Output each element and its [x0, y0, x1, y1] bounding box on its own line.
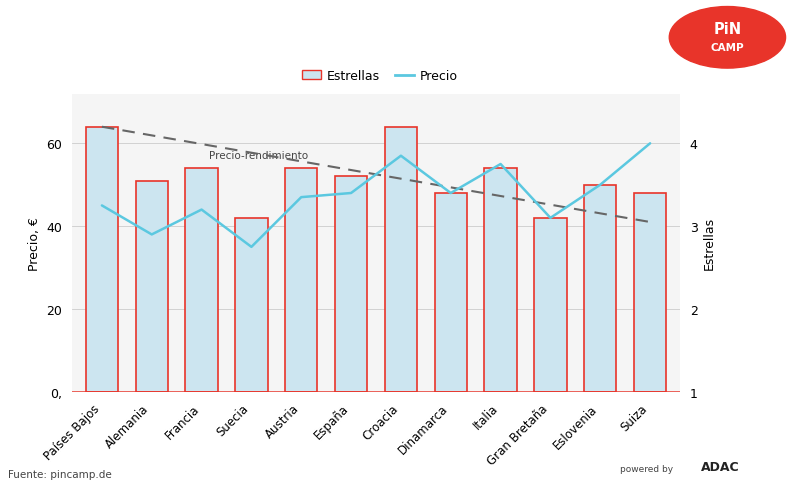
Bar — [385, 127, 417, 392]
Text: powered by: powered by — [620, 464, 673, 473]
Circle shape — [670, 8, 786, 69]
Bar — [634, 194, 666, 392]
Bar — [235, 218, 268, 392]
Text: Fuente: pincamp.de: Fuente: pincamp.de — [8, 469, 112, 479]
Text: ADAC: ADAC — [701, 460, 739, 472]
Bar — [534, 218, 566, 392]
Bar — [285, 169, 318, 392]
Y-axis label: Precio, €: Precio, € — [28, 216, 41, 270]
Text: PiN: PiN — [714, 22, 742, 37]
Text: CAMP: CAMP — [710, 43, 744, 53]
Bar — [135, 181, 168, 392]
Text: Precio-rendimiento: Precio-rendimiento — [209, 151, 308, 161]
Bar — [484, 169, 517, 392]
Bar — [186, 169, 218, 392]
Legend: Estrellas, Precio: Estrellas, Precio — [297, 65, 463, 88]
Y-axis label: Estrellas: Estrellas — [703, 217, 716, 270]
Bar — [434, 194, 467, 392]
Text: PINCAMP COMPARACIÓN PRECIO-RENDIMIENTO EUROPA 2022: PINCAMP COMPARACIÓN PRECIO-RENDIMIENTO E… — [17, 24, 622, 43]
Bar — [335, 177, 367, 392]
Bar — [86, 127, 118, 392]
Bar — [584, 185, 617, 392]
